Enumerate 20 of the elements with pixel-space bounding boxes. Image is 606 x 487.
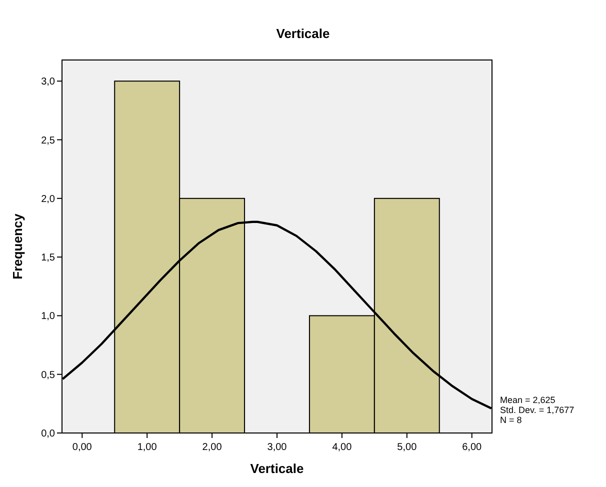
- x-tick-label: 4,00: [332, 442, 352, 453]
- x-tick-label: 5,00: [397, 442, 418, 453]
- x-tick-label: 6,00: [462, 442, 482, 453]
- y-axis-title: Frequency: [10, 212, 25, 280]
- text: Mean = 2,625: [500, 395, 556, 405]
- x-tick-label: 3,00: [267, 442, 288, 453]
- y-tick-label: 0,0: [41, 428, 56, 440]
- y-tick-label: 1,5: [41, 252, 56, 264]
- y-tick-label: 3,0: [41, 76, 56, 88]
- y-tick-label: 2,5: [41, 135, 56, 146]
- y-tick-label: 2,0: [41, 194, 56, 205]
- text: Std. Dev. = 1,7677: [500, 405, 574, 415]
- x-tick-label: 0,00: [72, 442, 92, 453]
- x-axis-title: Verticale: [250, 461, 304, 476]
- y-tick-label: 0,5: [41, 370, 56, 381]
- x-tick-label: 1,00: [137, 442, 158, 453]
- x-tick-label: 2,00: [202, 442, 222, 453]
- chart-title: Verticale: [276, 26, 330, 41]
- y-tick-label: 1,0: [41, 311, 56, 322]
- text: N = 8: [500, 415, 522, 425]
